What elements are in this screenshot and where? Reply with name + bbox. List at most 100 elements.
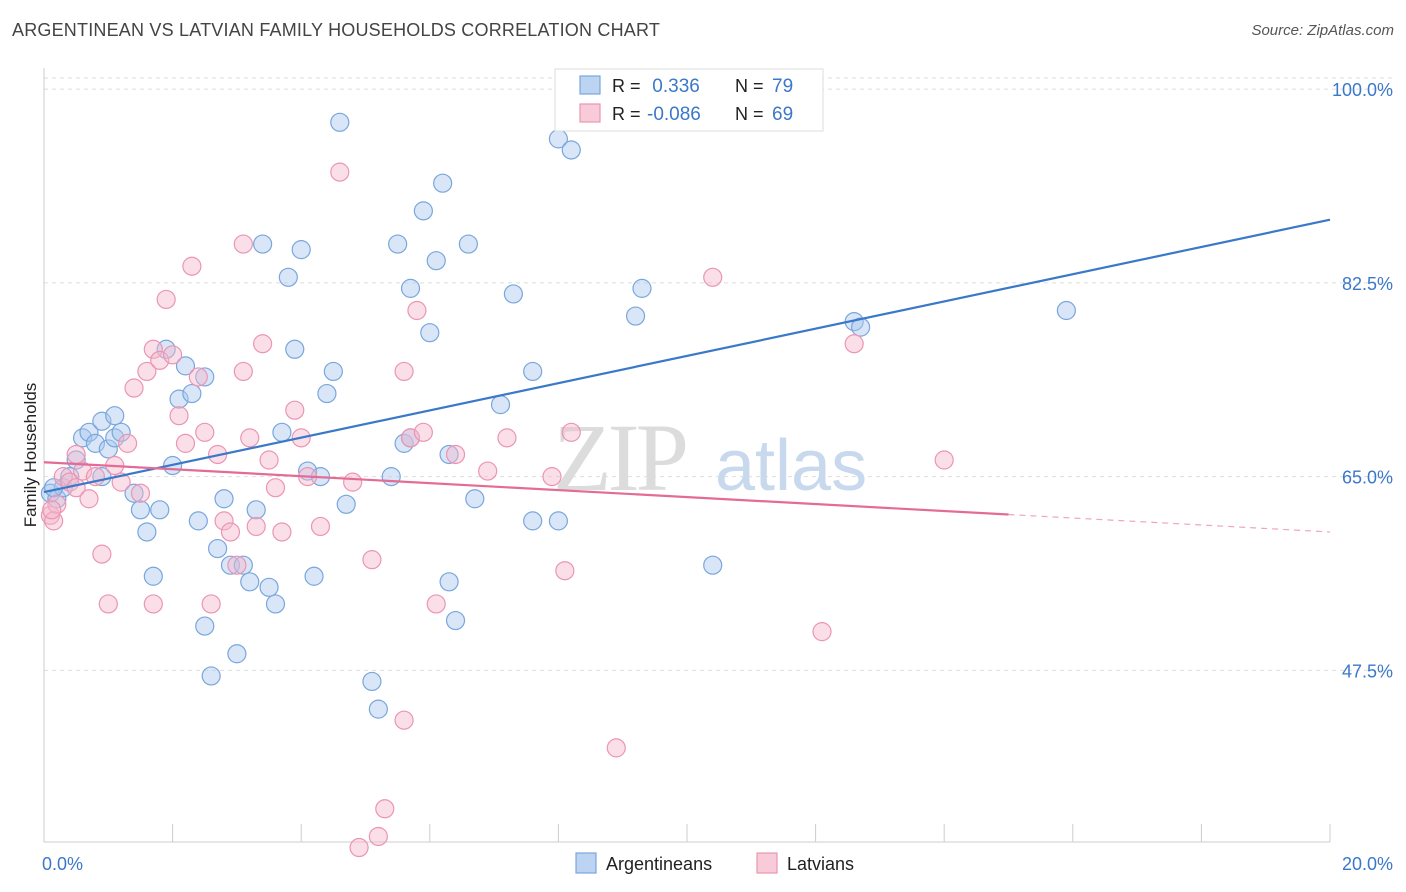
- data-point: [548, 511, 569, 531]
- data-point: [265, 478, 286, 498]
- source-credit: Source: ZipAtlas.com: [1251, 22, 1394, 39]
- data-point: [124, 378, 144, 398]
- data-point: [188, 511, 208, 531]
- data-point: [227, 555, 247, 575]
- data-point: [407, 300, 427, 321]
- data-point: [130, 483, 151, 503]
- data-point: [632, 278, 652, 298]
- data-point: [934, 450, 954, 470]
- data-point: [439, 572, 459, 592]
- data-point: [368, 826, 388, 847]
- y-tick-label: 100.0%: [1332, 80, 1393, 100]
- data-point: [336, 494, 356, 514]
- data-point: [368, 699, 388, 719]
- legend-bottom-swatch-pink: [756, 852, 778, 874]
- data-point: [304, 566, 324, 586]
- data-point: [98, 439, 118, 459]
- data-point: [375, 799, 395, 819]
- legend-r-value: 0.336: [647, 76, 700, 97]
- legend-bottom-swatch-blue: [575, 852, 597, 874]
- data-point: [150, 500, 170, 520]
- data-point: [233, 555, 253, 575]
- data-point: [240, 428, 260, 448]
- series-latvians: [40, 162, 954, 858]
- data-point: [265, 594, 286, 614]
- data-point: [233, 234, 253, 254]
- data-point: [169, 406, 189, 426]
- legend-n-value: 69: [772, 104, 793, 125]
- data-point: [163, 345, 183, 365]
- data-point: [175, 433, 196, 453]
- data-point: [317, 383, 337, 404]
- data-point: [330, 162, 350, 182]
- data-point: [188, 367, 208, 387]
- data-point: [208, 538, 228, 559]
- data-point: [310, 516, 331, 537]
- data-point: [426, 251, 446, 271]
- data-point: [445, 444, 466, 465]
- legend-swatch-blue: [579, 75, 601, 95]
- data-point: [394, 361, 414, 382]
- data-point: [246, 516, 266, 537]
- data-point: [220, 522, 241, 542]
- legend-bottom-label-latvians: Latvians: [787, 854, 854, 874]
- legend-top: R = 0.336 N = 79 R = -0.086 N = 69: [554, 68, 824, 132]
- data-point: [330, 112, 350, 132]
- data-point: [47, 494, 67, 514]
- data-point: [413, 201, 433, 221]
- y-tick-label: 47.5%: [1342, 661, 1393, 681]
- axes: [43, 68, 1331, 843]
- data-point: [388, 234, 408, 254]
- data-point: [175, 356, 196, 376]
- trend-line-extension: [1008, 513, 1331, 533]
- data-point: [400, 278, 421, 298]
- data-point: [381, 467, 401, 487]
- data-point: [240, 572, 260, 592]
- data-point: [394, 710, 414, 730]
- data-point: [143, 594, 163, 614]
- data-point: [214, 489, 234, 509]
- data-point: [259, 450, 279, 470]
- data-point: [285, 339, 305, 359]
- data-point: [478, 461, 498, 481]
- data-point: [362, 671, 382, 692]
- data-point: [272, 422, 292, 442]
- data-point: [343, 472, 363, 492]
- data-point: [420, 323, 440, 343]
- data-point: [214, 511, 234, 531]
- data-point: [349, 837, 369, 858]
- data-point: [259, 577, 279, 597]
- data-point: [272, 522, 292, 542]
- data-point: [156, 289, 176, 310]
- data-point: [246, 500, 266, 520]
- data-point: [490, 395, 511, 415]
- data-point: [439, 444, 459, 465]
- data-point: [426, 594, 446, 614]
- data-point: [542, 467, 562, 487]
- data-point: [291, 240, 311, 260]
- data-point: [844, 334, 864, 354]
- legend-r-label: R =: [612, 104, 641, 124]
- legend-n-label: N =: [735, 104, 764, 124]
- data-point: [413, 422, 433, 442]
- data-point: [111, 422, 131, 442]
- data-point: [195, 367, 215, 387]
- watermark: ZIP atlas: [553, 404, 867, 511]
- legend-n-label: N =: [735, 76, 764, 96]
- data-point: [253, 234, 273, 254]
- data-point: [227, 644, 247, 664]
- data-point: [92, 544, 112, 564]
- data-point: [201, 666, 221, 686]
- data-point: [195, 616, 215, 636]
- trend-line: [43, 461, 1009, 516]
- legend-r-label: R =: [612, 76, 641, 96]
- data-point: [195, 422, 215, 442]
- data-point: [79, 422, 99, 442]
- data-point: [503, 284, 523, 304]
- y-axis-label: Family Households: [21, 383, 40, 528]
- y-tick-label: 82.5%: [1342, 274, 1393, 294]
- data-point: [1056, 300, 1076, 321]
- data-point: [182, 256, 202, 276]
- data-point: [130, 500, 151, 520]
